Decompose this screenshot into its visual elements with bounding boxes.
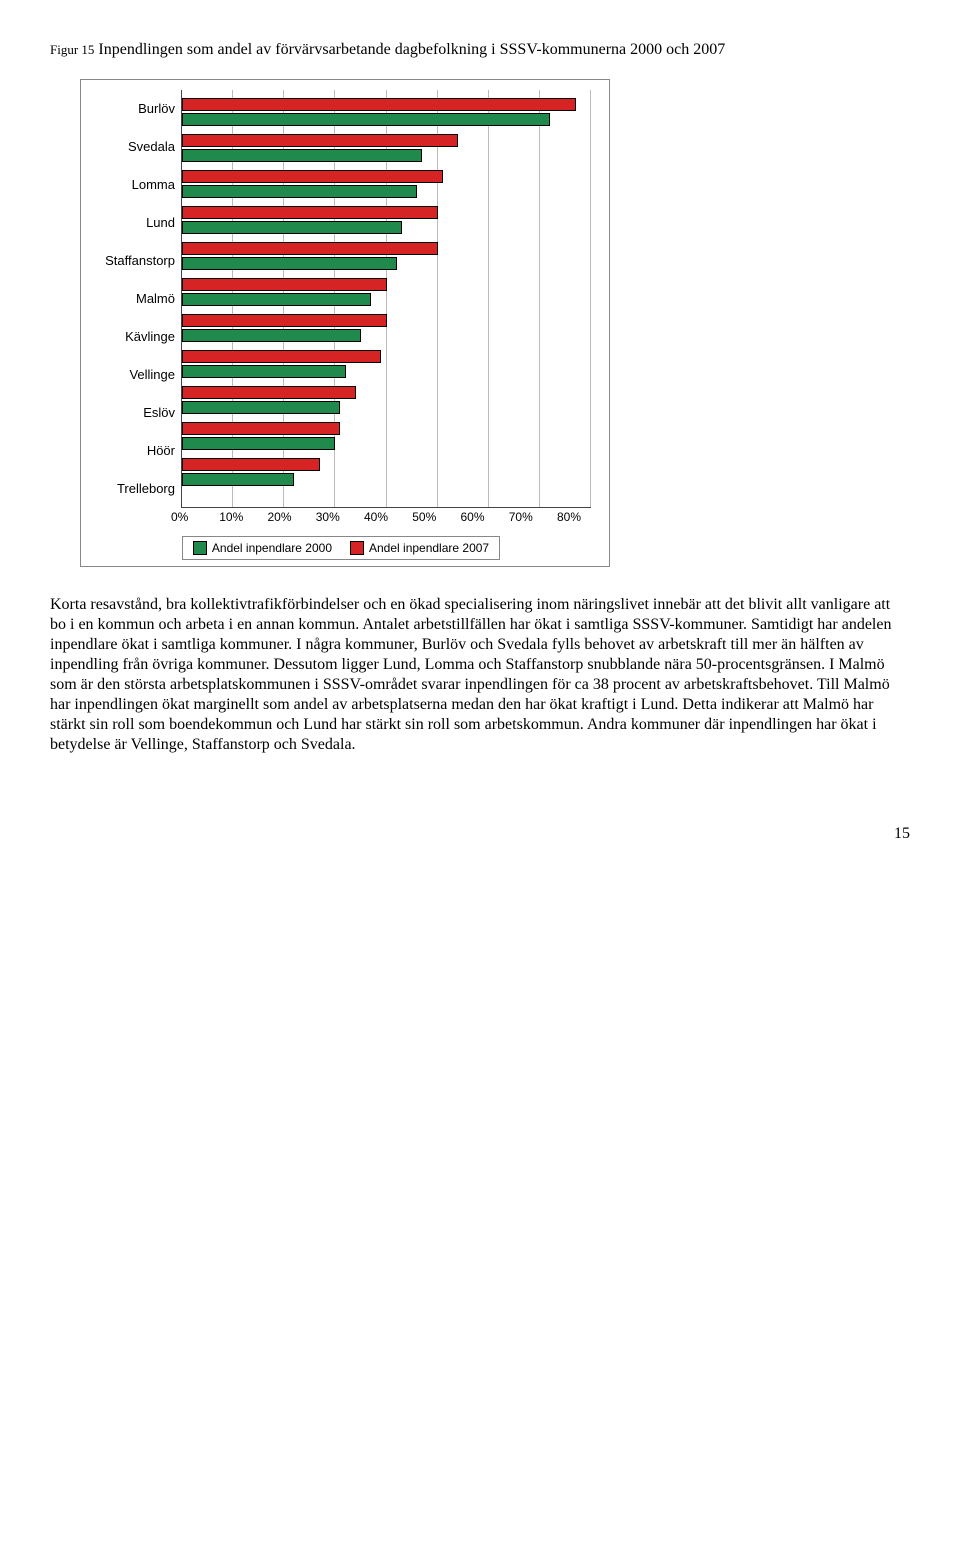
figure-prefix: Figur 15 <box>50 42 94 57</box>
legend-swatch-2007 <box>350 541 364 555</box>
bar-2000 <box>182 257 397 270</box>
chart-container: BurlövSvedalaLommaLundStaffanstorpMalmöK… <box>80 79 610 567</box>
bar-group <box>182 168 591 202</box>
bar-2007 <box>182 350 381 363</box>
bar-2000 <box>182 437 335 450</box>
bar-2007 <box>182 170 443 183</box>
y-axis-category-label: Eslöv <box>91 394 175 432</box>
bar-2007 <box>182 314 387 327</box>
y-axis-category-label: Lomma <box>91 166 175 204</box>
figure-title: Figur 15 Inpendlingen som andel av förvä… <box>50 40 910 61</box>
bar-2000 <box>182 473 294 486</box>
legend-label-2007: Andel inpendlare 2007 <box>369 541 489 555</box>
figure-title-text: Inpendlingen som andel av förvärvsarbeta… <box>94 41 725 58</box>
chart-legend: Andel inpendlare 2000 Andel inpendlare 2… <box>182 536 500 560</box>
y-axis-category-label: Lund <box>91 204 175 242</box>
x-axis-tick-label: 60% <box>461 510 509 524</box>
x-axis-labels: 0%10%20%30%40%50%60%70%80% <box>181 510 591 524</box>
x-axis-tick-label: 20% <box>268 510 316 524</box>
y-axis-category-label: Svedala <box>91 128 175 166</box>
x-axis-tick-label: 0% <box>171 510 219 524</box>
bar-2007 <box>182 458 320 471</box>
bar-2007 <box>182 134 458 147</box>
y-axis-category-label: Höör <box>91 432 175 470</box>
bar-group <box>182 240 591 274</box>
bar-2000 <box>182 365 346 378</box>
bar-group <box>182 204 591 238</box>
y-axis-category-label: Kävlinge <box>91 318 175 356</box>
bar-group <box>182 456 591 490</box>
y-axis-labels: BurlövSvedalaLommaLundStaffanstorpMalmöK… <box>91 90 181 508</box>
bar-2007 <box>182 242 438 255</box>
chart-bars <box>182 90 591 496</box>
legend-swatch-2000 <box>193 541 207 555</box>
bar-2007 <box>182 422 340 435</box>
bar-2000 <box>182 401 340 414</box>
bar-group <box>182 96 591 130</box>
x-axis-tick-label: 10% <box>219 510 267 524</box>
bar-2000 <box>182 149 422 162</box>
bar-2000 <box>182 329 361 342</box>
x-axis-tick-label: 40% <box>364 510 412 524</box>
y-axis-category-label: Burlöv <box>91 90 175 128</box>
page-number: 15 <box>50 825 910 843</box>
bar-2007 <box>182 386 356 399</box>
legend-label-2000: Andel inpendlare 2000 <box>212 541 332 555</box>
legend-item-2007: Andel inpendlare 2007 <box>350 541 489 555</box>
bar-2000 <box>182 185 417 198</box>
y-axis-category-label: Trelleborg <box>91 470 175 508</box>
body-paragraph: Korta resavstånd, bra kollektivtrafikför… <box>50 595 910 755</box>
bar-2000 <box>182 293 371 306</box>
y-axis-category-label: Malmö <box>91 280 175 318</box>
x-axis-tick-label: 50% <box>412 510 460 524</box>
bar-group <box>182 384 591 418</box>
bar-2007 <box>182 206 438 219</box>
bar-group <box>182 276 591 310</box>
bar-group <box>182 312 591 346</box>
legend-item-2000: Andel inpendlare 2000 <box>193 541 332 555</box>
y-axis-category-label: Staffanstorp <box>91 242 175 280</box>
bar-group <box>182 132 591 166</box>
bar-2007 <box>182 278 387 291</box>
bar-group <box>182 420 591 454</box>
bar-group <box>182 348 591 382</box>
y-axis-category-label: Vellinge <box>91 356 175 394</box>
chart-plot <box>181 90 591 508</box>
x-axis-tick-label: 70% <box>509 510 557 524</box>
bar-2000 <box>182 221 402 234</box>
x-axis-tick-label: 80% <box>557 510 581 524</box>
bar-2000 <box>182 113 550 126</box>
x-axis-tick-label: 30% <box>316 510 364 524</box>
bar-2007 <box>182 98 576 111</box>
